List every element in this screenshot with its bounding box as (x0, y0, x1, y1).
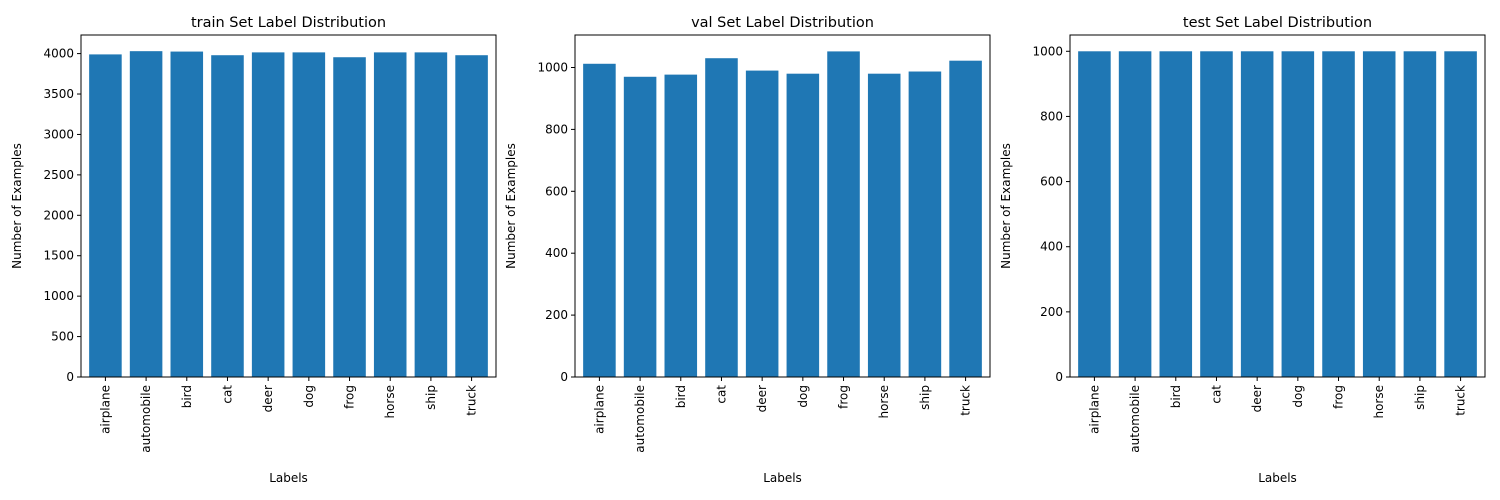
bar-deer (251, 52, 285, 377)
bar-airplane (89, 54, 122, 378)
x-tick-label-dog: dog (796, 385, 810, 408)
bar-airplane (1078, 51, 1111, 377)
bar-truck (1444, 51, 1477, 377)
x-tick-label-airplane: airplane (592, 385, 606, 434)
x-tick-label-airplane: airplane (98, 385, 112, 434)
bar-horse (1362, 51, 1396, 377)
bar-cat (1200, 51, 1233, 377)
x-tick-label-frog: frog (1332, 385, 1346, 409)
x-tick-label-truck: truck (1454, 385, 1468, 416)
y-tick-label: 1000 (1032, 44, 1063, 58)
x-tick-label-cat: cat (714, 385, 728, 404)
bar-frog (1322, 51, 1355, 377)
y-tick-label: 1500 (43, 249, 74, 263)
y-tick-label: 3500 (43, 87, 74, 101)
x-tick-label-bird: bird (674, 385, 688, 408)
bar-bird (1159, 51, 1193, 377)
y-tick-label: 200 (545, 308, 568, 322)
x-tick-label-truck: truck (959, 385, 973, 416)
bar-deer (1240, 51, 1274, 377)
x-tick-label-dog: dog (1291, 385, 1305, 408)
bar-bird (170, 51, 204, 377)
x-tick-label-frog: frog (343, 385, 357, 409)
y-tick-label: 2500 (43, 168, 74, 182)
bar-automobile (623, 76, 657, 377)
x-tick-label-cat: cat (1209, 385, 1223, 404)
plot-frame (80, 34, 497, 378)
y-axis-label: Number of Examples (504, 143, 518, 269)
y-tick-label: 800 (545, 122, 568, 136)
y-tick-label: 1000 (537, 60, 568, 74)
chart-title: test Set Label Distribution (1183, 15, 1372, 31)
chart-title: val Set Label Distribution (691, 15, 874, 31)
x-tick-label-automobile: automobile (633, 385, 647, 453)
chart-panel-0: 0 500 1000 1500 2000 2500 3000 3500 4000 airplane… (10, 15, 497, 485)
bar-frog (827, 51, 860, 378)
bar-cat (705, 58, 738, 378)
bar-truck (949, 60, 982, 377)
y-tick-label: 0 (66, 370, 74, 384)
plot-frame (574, 34, 991, 378)
y-tick-label: 0 (560, 370, 568, 384)
bar-ship (1403, 51, 1437, 377)
x-axis-label: Labels (763, 471, 802, 485)
x-axis-label: Labels (1258, 471, 1297, 485)
x-tick-label-bird: bird (1169, 385, 1183, 408)
x-tick-label-deer: deer (261, 385, 275, 412)
y-tick-label: 2000 (43, 208, 74, 222)
bar-truck (455, 55, 488, 378)
x-tick-label-deer: deer (755, 385, 769, 412)
y-tick-label: 200 (1040, 305, 1063, 319)
x-tick-label-bird: bird (180, 385, 194, 408)
bar-horse (867, 73, 901, 377)
bar-airplane (583, 63, 616, 377)
x-tick-label-horse: horse (383, 385, 397, 419)
y-tick-label: 4000 (43, 47, 74, 61)
x-tick-label-automobile: automobile (1128, 385, 1142, 453)
x-tick-label-cat: cat (220, 385, 234, 404)
x-tick-label-airplane: airplane (1087, 385, 1101, 434)
x-tick-label-truck: truck (465, 385, 479, 416)
bar-ship (414, 52, 448, 377)
y-tick-label: 600 (545, 184, 568, 198)
bar-dog (1281, 51, 1315, 377)
bar-ship (908, 71, 942, 378)
y-tick-label: 400 (1040, 240, 1063, 254)
bar-horse (373, 52, 407, 377)
x-tick-label-ship: ship (424, 385, 438, 410)
x-tick-label-frog: frog (837, 385, 851, 409)
x-tick-label-deer: deer (1250, 385, 1264, 412)
x-tick-label-ship: ship (1413, 385, 1427, 410)
bar-automobile (129, 51, 163, 378)
bar-dog (786, 73, 820, 377)
x-tick-label-dog: dog (302, 385, 316, 408)
y-axis-label: Number of Examples (10, 143, 24, 269)
y-tick-label: 800 (1040, 109, 1063, 123)
x-tick-label-horse: horse (877, 385, 891, 419)
bar-dog (292, 52, 326, 377)
chart-title: train Set Label Distribution (191, 15, 386, 31)
y-tick-label: 1000 (43, 289, 74, 303)
plot-frame (1069, 34, 1486, 378)
y-tick-label: 3000 (43, 127, 74, 141)
x-axis-label: Labels (269, 471, 308, 485)
chart-panel-2: 0 200 400 600 800 1000 airplane automobile bird c… (999, 15, 1486, 485)
x-tick-label-ship: ship (918, 385, 932, 410)
bar-cat (211, 55, 244, 378)
y-tick-label: 400 (545, 246, 568, 260)
x-tick-label-automobile: automobile (139, 385, 153, 453)
y-axis-label: Number of Examples (999, 143, 1013, 269)
x-tick-label-horse: horse (1372, 385, 1386, 419)
bar-deer (745, 70, 779, 377)
y-tick-label: 0 (1055, 370, 1063, 384)
bar-automobile (1118, 51, 1152, 377)
chart-panel-1: 0 200 400 600 800 1000 airplane automobile bird c… (504, 15, 991, 485)
y-tick-label: 500 (51, 330, 74, 344)
bar-frog (333, 57, 366, 377)
y-tick-label: 600 (1040, 175, 1063, 189)
bar-bird (664, 74, 698, 378)
